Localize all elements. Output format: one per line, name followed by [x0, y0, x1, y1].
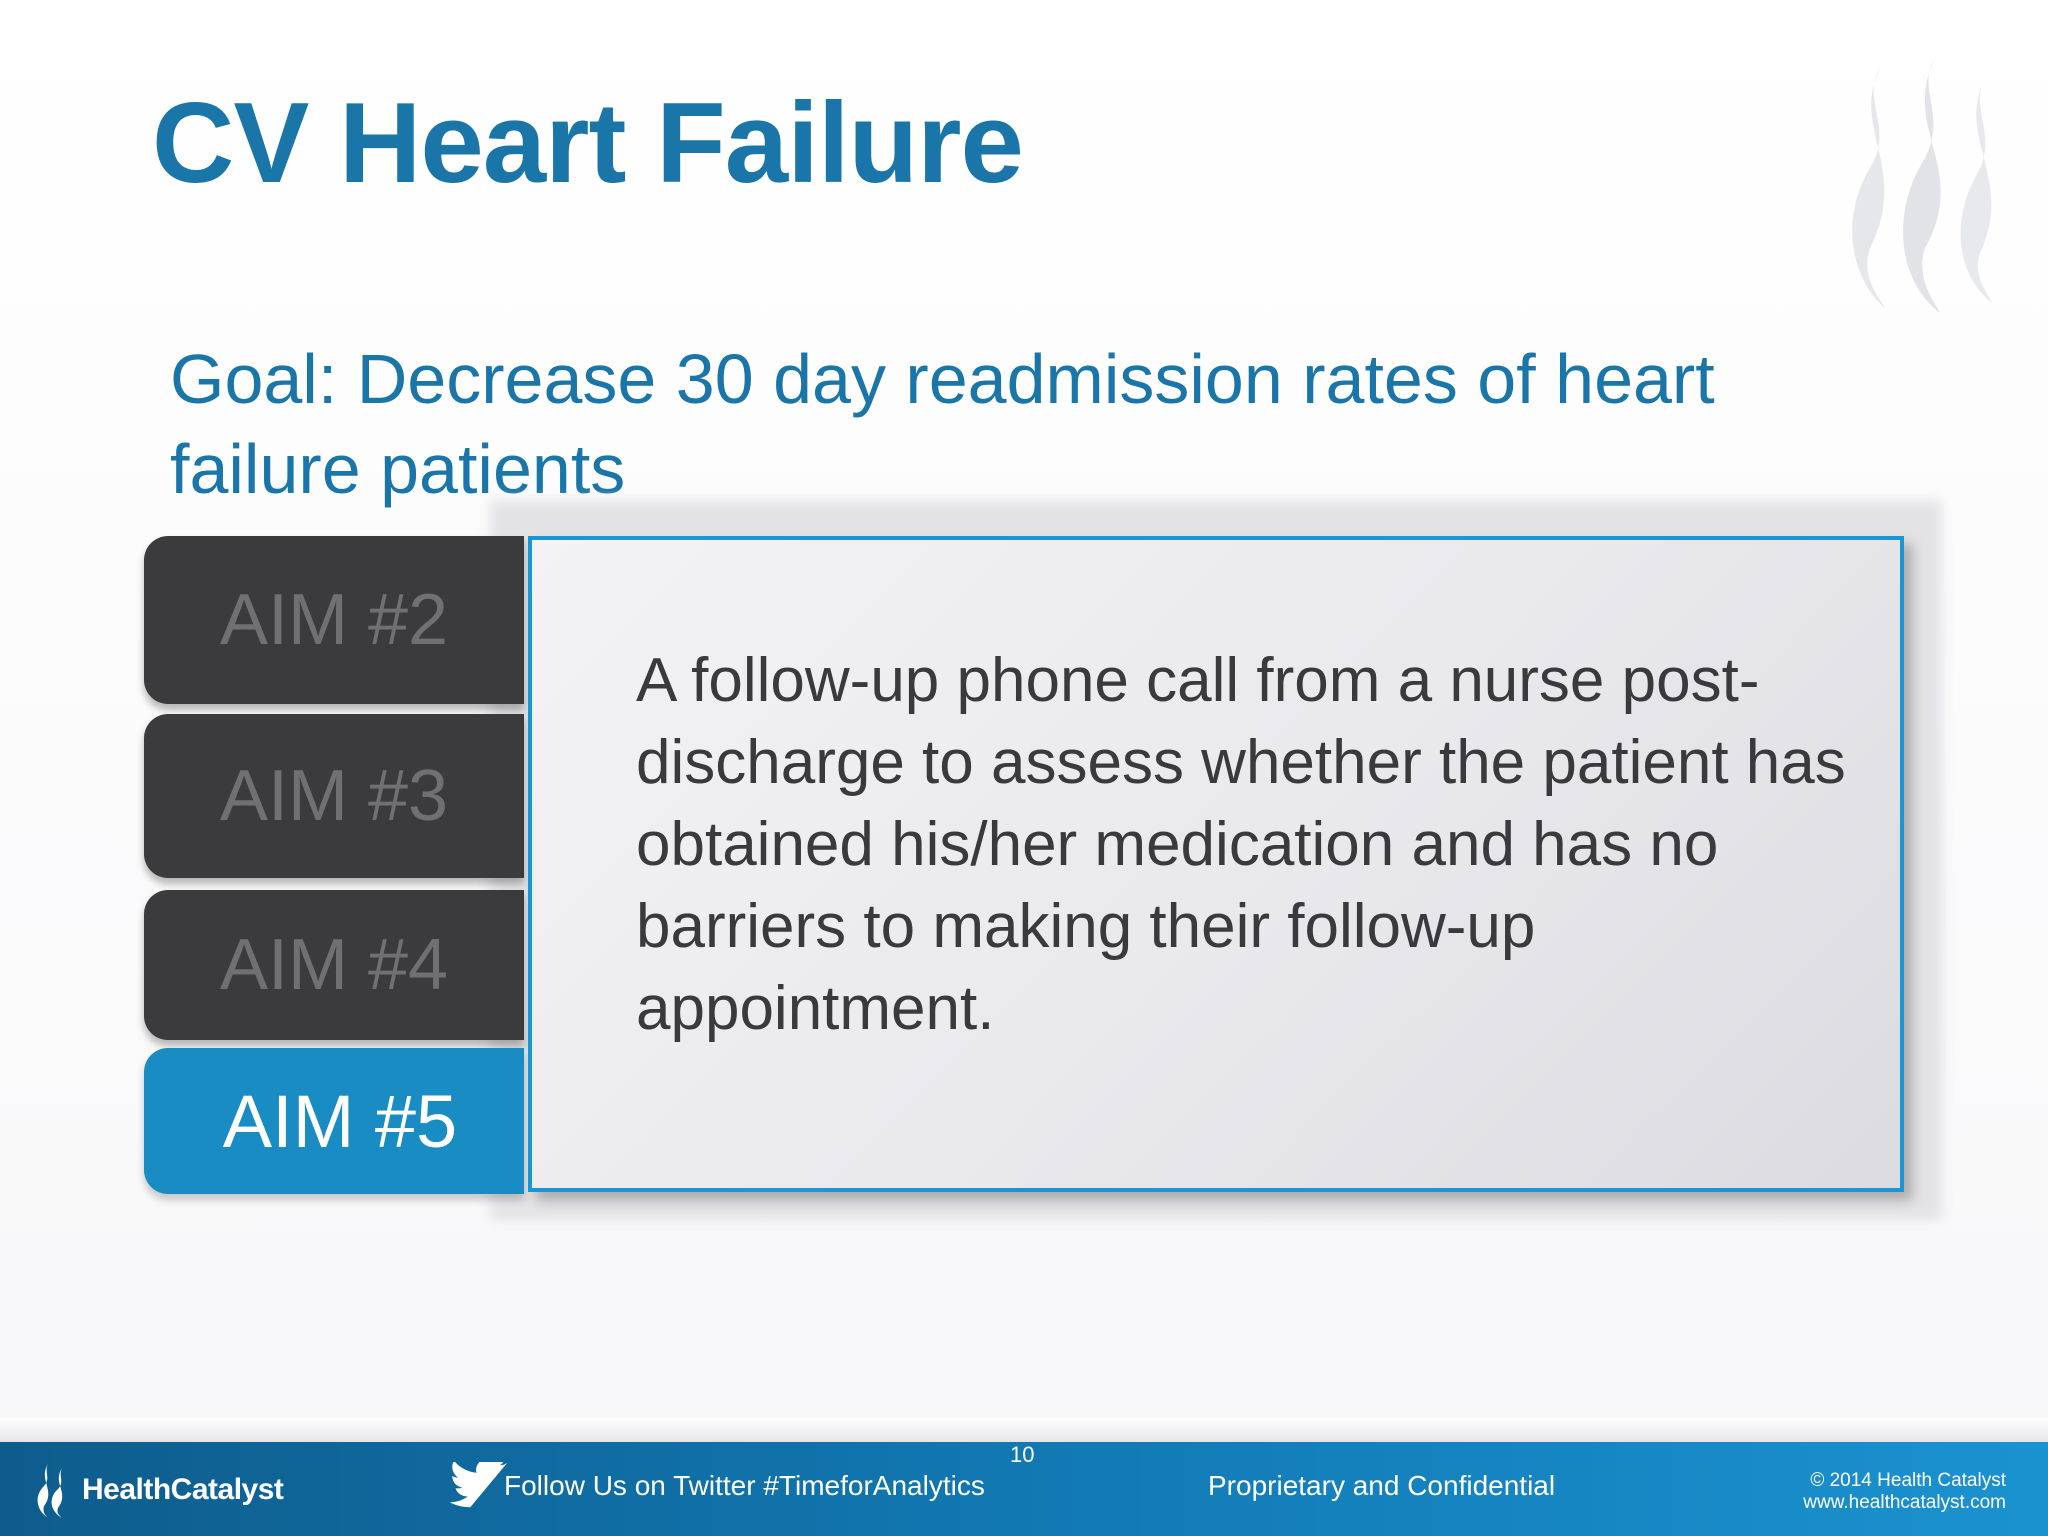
footer: HealthCatalyst 10 Follow Us on Twitter #…	[0, 1442, 2048, 1536]
page-title: CV Heart Failure	[152, 80, 1024, 207]
tab-aim-3[interactable]: AIM #3	[144, 714, 524, 878]
health-catalyst-flame-icon	[37, 1464, 63, 1518]
flame-watermark-icon	[1852, 58, 1992, 313]
proprietary-notice: Proprietary and Confidential	[1208, 1470, 1556, 1501]
health-catalyst-logo[interactable]: HealthCatalyst	[36, 1462, 284, 1518]
goal-statement: Goal: Decrease 30 day readmission rates …	[170, 340, 1715, 508]
tab-label: AIM #5	[222, 1079, 458, 1163]
copyright-text: © 2014 Health Catalyst	[1810, 1470, 2006, 1491]
tab-label: AIM #2	[219, 580, 449, 660]
website-link[interactable]: www.healthcatalyst.com	[1803, 1492, 2006, 1513]
twitter-bird-icon[interactable]	[448, 1462, 510, 1516]
aim-content-panel: A follow-up phone call from a nurse post…	[528, 536, 1904, 1192]
tab-label: AIM #3	[219, 756, 449, 836]
tab-aim-5[interactable]: AIM #5	[144, 1048, 524, 1194]
copyright-block: © 2014 Health Catalyst www.healthcatalys…	[1803, 1470, 2006, 1514]
tab-aim-2[interactable]: AIM #2	[144, 536, 524, 704]
footer-divider	[0, 1418, 2048, 1442]
aim-description: A follow-up phone call from a nurse post…	[636, 646, 1846, 1043]
twitter-follow-link[interactable]: Follow Us on Twitter #TimeforAnalytics	[504, 1470, 985, 1501]
logo-text: HealthCatalyst	[82, 1473, 284, 1506]
tab-label: AIM #4	[219, 925, 449, 1005]
page-number: 10	[1010, 1442, 1035, 1467]
tab-aim-4[interactable]: AIM #4	[144, 890, 524, 1040]
aim-tabs: AIM #2 AIM #3 AIM #4 AIM #5	[144, 536, 524, 1196]
